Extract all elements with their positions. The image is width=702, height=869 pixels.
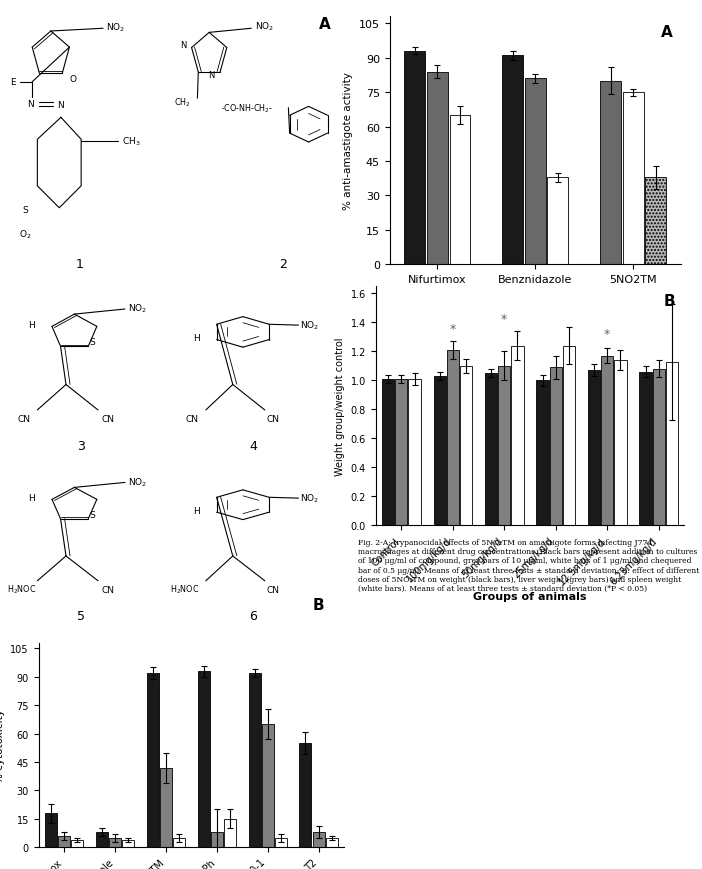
Text: H: H [28,321,35,330]
Text: N: N [208,71,215,80]
Text: *: * [501,313,508,326]
Text: CH$_3$: CH$_3$ [121,136,140,148]
Text: A: A [319,17,331,32]
Text: H: H [193,334,200,343]
Bar [122,839,134,847]
Text: B: B [663,294,675,308]
Text: H$_2$NOC: H$_2$NOC [7,583,37,595]
Text: 4: 4 [249,440,257,453]
Bar [160,768,172,847]
Text: -CO-NH-CH$_2$-: -CO-NH-CH$_2$- [221,103,273,115]
Bar [536,381,549,526]
Bar [640,372,651,526]
Text: CN: CN [267,585,279,594]
Text: O: O [69,76,77,84]
Text: S: S [22,205,28,215]
Bar [485,374,497,526]
Bar [653,369,665,526]
Text: H: H [193,507,200,515]
Bar [502,56,523,265]
Bar [300,743,312,847]
Bar [45,813,57,847]
Bar [173,838,185,847]
Bar [550,368,562,526]
Text: N: N [58,101,65,109]
Text: Fig. 2-A: trypanocidal effects of 5NO₂TM on amastigote forms infecting J774 macr: Fig. 2-A: trypanocidal effects of 5NO₂TM… [358,539,699,593]
Bar [434,376,446,526]
Text: H$_2$NOC: H$_2$NOC [171,583,200,595]
Bar [563,346,575,526]
Bar [224,819,236,847]
Text: 6: 6 [249,609,257,622]
Text: *: * [450,323,456,336]
Bar [645,178,666,265]
Bar [525,79,545,265]
Bar [548,178,569,265]
Bar [395,380,407,526]
Bar [449,116,470,265]
Text: NO$_2$: NO$_2$ [128,476,147,488]
Bar [600,82,621,265]
Bar [498,367,510,526]
Bar [460,367,472,526]
Text: CN: CN [18,415,30,423]
Text: NO$_2$: NO$_2$ [300,320,319,332]
Text: NO$_2$: NO$_2$ [255,20,274,33]
Bar [198,672,210,847]
Y-axis label: % cytotoxicity: % cytotoxicity [0,708,5,782]
Bar [249,673,260,847]
Text: 2: 2 [279,258,287,271]
Text: CN: CN [186,415,199,423]
Bar [446,350,459,526]
Bar [665,362,678,526]
Text: 3: 3 [77,440,85,453]
Text: NO$_2$: NO$_2$ [128,302,147,315]
Text: O$_2$: O$_2$ [19,229,32,241]
Bar [427,72,448,265]
Bar [262,725,274,847]
X-axis label: Groups of animals: Groups of animals [473,592,587,601]
Bar [211,833,223,847]
Bar [614,361,626,526]
Bar [326,838,338,847]
Bar [312,833,324,847]
Bar [382,380,395,526]
Bar [71,839,83,847]
Y-axis label: Weight group/weight control: Weight group/weight control [335,337,345,475]
Text: H: H [28,494,35,502]
Text: NO$_2$: NO$_2$ [107,22,126,34]
Bar [274,838,286,847]
Text: CN: CN [267,415,279,423]
Bar [96,833,108,847]
Bar [601,356,614,526]
Text: S: S [90,337,95,347]
Text: 1: 1 [76,258,84,271]
Text: E: E [11,78,16,87]
Text: A: A [661,25,673,40]
Text: CH$_2$: CH$_2$ [174,96,191,109]
Bar [404,52,425,265]
Text: CN: CN [102,585,114,594]
Bar [58,836,70,847]
Y-axis label: % anti-amastigote activity: % anti-amastigote activity [343,72,353,210]
Text: CN: CN [102,415,114,423]
Text: *: * [604,328,610,341]
Bar [147,673,159,847]
Text: B: B [312,598,324,613]
Bar [588,371,600,526]
Bar [409,380,420,526]
Bar [511,346,524,526]
Text: NO$_2$: NO$_2$ [300,493,319,505]
Bar [623,93,644,265]
Text: S: S [90,510,95,519]
Text: N: N [180,41,186,50]
Text: N: N [27,100,34,109]
Text: 5: 5 [77,609,85,622]
Bar [109,838,121,847]
